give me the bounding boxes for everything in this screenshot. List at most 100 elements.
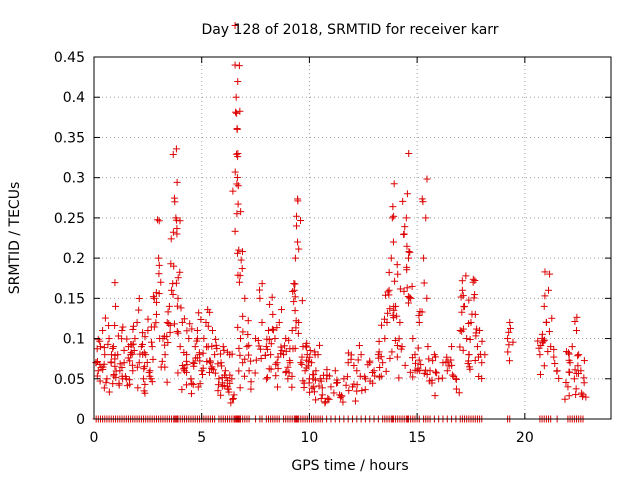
data-point [123, 335, 131, 343]
data-point [196, 380, 204, 388]
data-point [545, 328, 553, 336]
data-point [471, 356, 479, 364]
data-point [234, 249, 242, 257]
data-point [415, 311, 423, 319]
data-point [258, 280, 266, 288]
data-point [258, 318, 266, 326]
data-point [358, 387, 366, 395]
data-point [357, 351, 365, 359]
data-point [396, 285, 404, 293]
data-point [318, 391, 326, 399]
data-point [222, 373, 230, 381]
data-point [277, 350, 285, 358]
data-point [111, 321, 119, 329]
data-point [116, 360, 124, 368]
data-point [423, 294, 431, 302]
data-point [233, 173, 241, 181]
data-point [425, 355, 433, 363]
data-point [148, 343, 156, 351]
data-point [471, 291, 479, 299]
data-point [128, 341, 136, 349]
data-point [379, 359, 387, 367]
data-point [211, 351, 219, 359]
data-point [112, 302, 120, 310]
data-point [285, 369, 293, 377]
data-point [235, 367, 243, 375]
data-point [144, 327, 152, 335]
data-point [177, 304, 185, 312]
data-point [163, 333, 171, 341]
data-point [236, 272, 244, 280]
data-point [247, 385, 255, 393]
data-point [239, 328, 247, 336]
data-point [295, 245, 303, 253]
data-point [256, 294, 264, 302]
data-point [409, 373, 417, 381]
data-point [92, 359, 100, 367]
data-point [544, 348, 552, 356]
data-point [411, 366, 419, 374]
data-point [135, 295, 143, 303]
data-point [144, 315, 152, 323]
x-tick-label: 10 [301, 430, 319, 446]
data-point [103, 375, 111, 383]
data-point [327, 383, 335, 391]
data-point [120, 346, 128, 354]
data-point [424, 343, 432, 351]
data-point [166, 321, 174, 329]
data-point [458, 286, 466, 294]
data-point [266, 300, 274, 308]
data-point [415, 356, 423, 364]
data-point [205, 368, 213, 376]
data-point [312, 396, 320, 404]
data-point [232, 108, 240, 116]
data-point [275, 318, 283, 326]
y-tick-label: 0.25 [54, 211, 85, 227]
data-point [536, 370, 544, 378]
data-point [118, 364, 126, 372]
data-point [573, 370, 581, 378]
data-point [405, 150, 413, 158]
data-point [126, 380, 134, 388]
data-point [408, 282, 416, 290]
data-point [267, 351, 275, 359]
data-point [471, 276, 479, 284]
data-point [448, 371, 456, 379]
data-point [435, 375, 443, 383]
data-point [331, 367, 339, 375]
data-point [318, 384, 326, 392]
data-point [141, 333, 149, 341]
data-point [236, 384, 244, 392]
data-point [169, 290, 177, 298]
data-point [214, 360, 222, 368]
data-point [292, 222, 300, 230]
data-point [387, 254, 395, 262]
data-point [231, 227, 239, 235]
y-tick-label: 0.2 [63, 251, 85, 267]
data-point [263, 345, 271, 353]
data-point [140, 387, 148, 395]
data-point [236, 107, 244, 115]
x-tick-label: 15 [408, 430, 426, 446]
data-point [129, 340, 137, 348]
data-point [406, 248, 414, 256]
data-point [403, 284, 411, 292]
data-point [312, 367, 320, 375]
data-point [582, 393, 590, 401]
data-point [233, 180, 241, 188]
data-point [216, 350, 224, 358]
y-tick-label: 0.05 [54, 372, 85, 388]
data-point [161, 351, 169, 359]
data-point [180, 315, 188, 323]
x-tick-label: 0 [90, 430, 99, 446]
data-point [466, 335, 474, 343]
data-point [399, 197, 407, 205]
data-point [256, 345, 264, 353]
data-point [420, 369, 428, 377]
data-point [505, 328, 513, 336]
data-point [241, 294, 249, 302]
data-point [304, 362, 312, 370]
tick-labels: 0 5 10 15 20 0 0.05 0.1 0.15 0.2 0.25 0.3 0.35 0.4 0.4… [54, 50, 534, 446]
data-point [182, 368, 190, 376]
data-point [196, 357, 204, 365]
